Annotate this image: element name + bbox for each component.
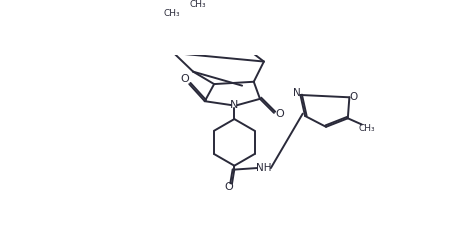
Text: CH₃: CH₃ xyxy=(359,124,376,133)
Text: CH₃: CH₃ xyxy=(189,0,206,9)
Text: O: O xyxy=(275,110,284,119)
Text: O: O xyxy=(180,74,189,84)
Text: O: O xyxy=(225,183,233,193)
Text: O: O xyxy=(349,92,357,101)
Text: N: N xyxy=(230,100,239,110)
Text: N: N xyxy=(292,88,301,98)
Text: NH: NH xyxy=(256,163,272,173)
Text: CH₃: CH₃ xyxy=(163,9,180,18)
